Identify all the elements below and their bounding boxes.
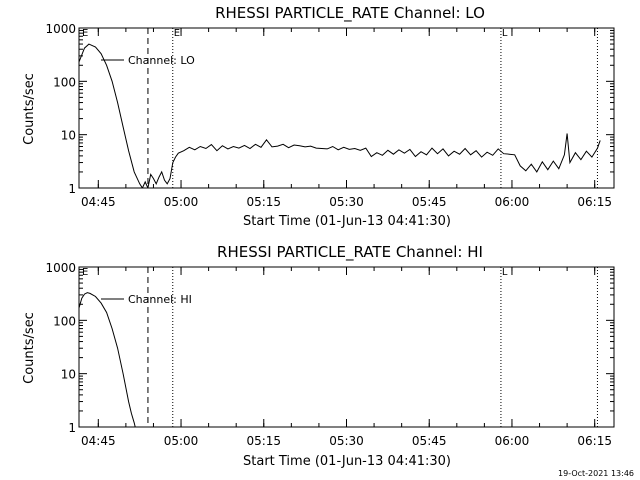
lo-y-tick-label: 1 [68, 182, 76, 196]
lo-y-tick-label: 1000 [45, 22, 76, 36]
hi-x-tick-label: 04:45 [81, 434, 116, 448]
lo-x-axis-label: Start Time (01-Jun-13 04:41:30) [243, 214, 451, 229]
hi-y-tick-label: 1 [68, 421, 76, 435]
lo-legend-label: Channel: LO [128, 54, 195, 67]
hi-y-tick-label: 1000 [45, 261, 76, 275]
lo-plot-frame [78, 27, 615, 189]
lo-x-tick-label: 05:00 [164, 195, 199, 209]
hi-x-tick-label: 05:15 [246, 434, 281, 448]
hi-x-tick-label: 06:00 [495, 434, 530, 448]
lo-channel-panel: RHESSI PARTICLE_RATE Channel: LO Counts/… [22, 4, 615, 229]
lo-x-tick-label: 05:15 [246, 195, 281, 209]
lo-corner-marker-label: E [82, 28, 88, 39]
lo-x-tick-label: 05:45 [412, 195, 447, 209]
hi-x-tick-label: 05:00 [164, 434, 199, 448]
footer-timestamp: 19-Oct-2021 13:46 [558, 469, 634, 478]
lo-x-tick-label: 06:15 [577, 195, 612, 209]
hi-x-tick-label: 05:30 [329, 434, 364, 448]
hi-time-marker-label: L [502, 267, 508, 278]
hi-chart-title: RHESSI PARTICLE_RATE Channel: HI [217, 243, 483, 262]
lo-y-tick-label: 100 [53, 75, 76, 89]
hi-x-tick-label: 05:45 [412, 434, 447, 448]
hi-legend-label: Channel: HI [128, 293, 192, 306]
lo-x-tick-label: 05:30 [329, 195, 364, 209]
hi-x-tick-label: 06:15 [577, 434, 612, 448]
lo-time-marker-label: E [174, 28, 180, 39]
lo-time-marker-label: L [502, 28, 508, 39]
lo-series-line [79, 43, 601, 188]
hi-x-axis-label: Start Time (01-Jun-13 04:41:30) [243, 454, 451, 469]
lo-x-tick-label: 04:45 [81, 195, 116, 209]
lo-x-tick-label: 06:00 [495, 195, 530, 209]
lo-y-tick-label: 10 [61, 129, 76, 143]
hi-channel-panel: RHESSI PARTICLE_RATE Channel: HI Counts/… [22, 243, 615, 469]
hi-y-tick-label: 10 [61, 368, 76, 382]
lo-chart-title: RHESSI PARTICLE_RATE Channel: LO [215, 4, 485, 23]
hi-corner-marker-label: E [82, 267, 88, 278]
hi-series-line [79, 292, 136, 427]
hi-y-axis-label: Counts/sec [22, 312, 37, 384]
hi-y-tick-label: 100 [53, 314, 76, 328]
hi-plot-frame [78, 266, 615, 428]
lo-y-axis-label: Counts/sec [22, 73, 37, 145]
